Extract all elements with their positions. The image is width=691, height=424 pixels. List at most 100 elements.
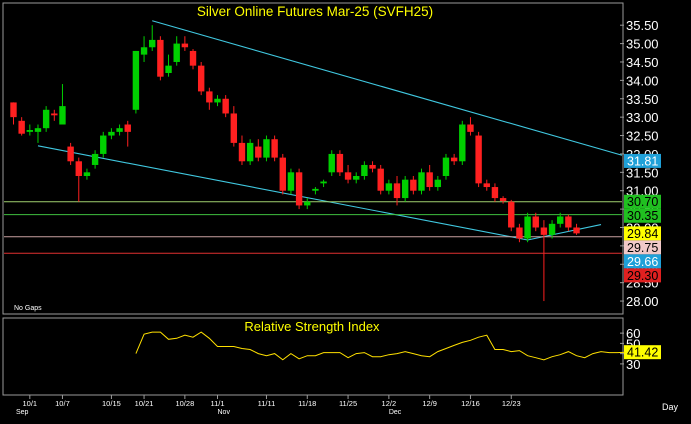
price-label-badge (624, 240, 661, 255)
candle-up-body (418, 172, 425, 191)
candle-down-body (271, 139, 278, 158)
rsi-line-series (135, 331, 626, 361)
x-date-label: 10/1 (23, 399, 38, 408)
candle-up-body (328, 153, 335, 173)
price-label-text: 29.84 (627, 227, 658, 241)
candle-down-body (67, 146, 74, 162)
candle-up-body (401, 179, 409, 199)
candle-down-body (75, 161, 82, 176)
rsi-last-value-badge (624, 345, 661, 360)
candle-up-body (132, 50, 140, 110)
candle-down-body (393, 183, 401, 199)
x-date-label: 11/1 (210, 399, 224, 408)
rsi-y-axis: 6050403041.42 (620, 326, 661, 372)
price-tick-label: 28.00 (626, 294, 659, 309)
candle-down-body (124, 124, 131, 132)
price-panel-frame (2, 2, 624, 315)
candle-down-body (499, 198, 507, 202)
trendline-upper-channel (152, 20, 623, 156)
price-label-badge (624, 226, 661, 241)
candle-down-body (238, 142, 246, 162)
candle-down-body (336, 153, 344, 173)
candle-up-body (287, 172, 295, 191)
candle-down-body (483, 183, 490, 188)
candle-up-body (165, 65, 172, 74)
x-date-label: 11/18 (298, 399, 316, 408)
candle-down-body (197, 65, 205, 92)
x-date-label: 12/2 (382, 399, 397, 408)
x-month-label: Nov (218, 409, 231, 416)
chart-title: Silver Online Futures Mar-25 (SVFH25) (197, 4, 433, 19)
candle-down-body (222, 98, 229, 114)
rsi-tick-label: 30 (626, 357, 640, 372)
price-label-text: 29.75 (627, 241, 658, 255)
candle-up-body (361, 164, 368, 176)
price-label-text: 31.81 (627, 154, 658, 168)
candle-up-body (548, 223, 556, 235)
candle-down-body (181, 43, 189, 48)
candle-up-body (42, 109, 50, 129)
price-label-text: 30.35 (627, 209, 658, 223)
candle-down-body (565, 216, 572, 228)
price-tick-label: 35.00 (626, 37, 659, 52)
candle-up-body (442, 157, 450, 176)
rsi-last-value-text: 41.42 (627, 346, 658, 360)
candle-down-body (508, 201, 515, 228)
price-tick-label: 34.00 (626, 73, 659, 88)
x-date-label: 12/23 (502, 399, 521, 408)
candle-down-body (475, 135, 482, 184)
candle-up-body (91, 153, 99, 165)
candle-down-body (491, 187, 499, 199)
price-label-text: 29.30 (627, 269, 658, 283)
price-tick-label: 33.50 (626, 92, 659, 107)
x-date-label: 10/21 (135, 399, 154, 408)
candle-up-body (320, 181, 327, 184)
candlestick-series (10, 25, 580, 302)
price-tick-label: 34.50 (626, 55, 659, 70)
candle-up-body (312, 188, 319, 191)
candle-up-body (434, 179, 442, 188)
candle-down-body (10, 102, 17, 118)
price-label-badge (624, 254, 661, 269)
date-x-axis: 10/1 10/7 10/15 10/21 10/28 11/1 11/11 11/18 11/… (3, 394, 623, 416)
candle-up-body (353, 176, 360, 180)
candle-up-body (304, 201, 311, 206)
x-month-label: Dec (389, 409, 402, 416)
candle-down-body (344, 172, 352, 180)
price-label-badge (624, 208, 661, 223)
candle-up-body (26, 130, 34, 132)
candle-down-body (255, 146, 262, 158)
period-label: Day (662, 402, 679, 412)
candle-down-body (467, 124, 474, 132)
candle-up-body (524, 216, 531, 239)
x-date-label: 10/28 (175, 399, 194, 408)
candle-down-body (450, 157, 458, 162)
candle-down-body (369, 164, 376, 169)
candle-down-body (540, 227, 548, 235)
candle-up-body (263, 139, 270, 158)
candle-down-body (532, 216, 539, 228)
price-label-badge (624, 268, 661, 283)
x-month-label: Sep (16, 409, 29, 416)
candle-down-body (516, 227, 523, 239)
price-label-badge (624, 153, 661, 168)
candle-up-body (214, 98, 221, 103)
x-date-label: 12/16 (461, 399, 480, 408)
candle-down-body (189, 50, 197, 66)
rsi-tick-label: 60 (626, 326, 640, 341)
candle-down-body (279, 157, 286, 191)
x-date-label: 11/11 (258, 399, 276, 408)
candle-down-body (18, 120, 25, 134)
trendline-recent-rise (527, 224, 602, 241)
candle-up-body (140, 47, 148, 55)
candle-up-body (108, 131, 115, 136)
price-tick-label: 31.50 (626, 165, 659, 180)
candle-down-body (426, 172, 433, 188)
candle-down-body (573, 227, 580, 234)
price-tick-label: 33.00 (626, 110, 659, 125)
x-date-label: 10/15 (102, 399, 121, 408)
